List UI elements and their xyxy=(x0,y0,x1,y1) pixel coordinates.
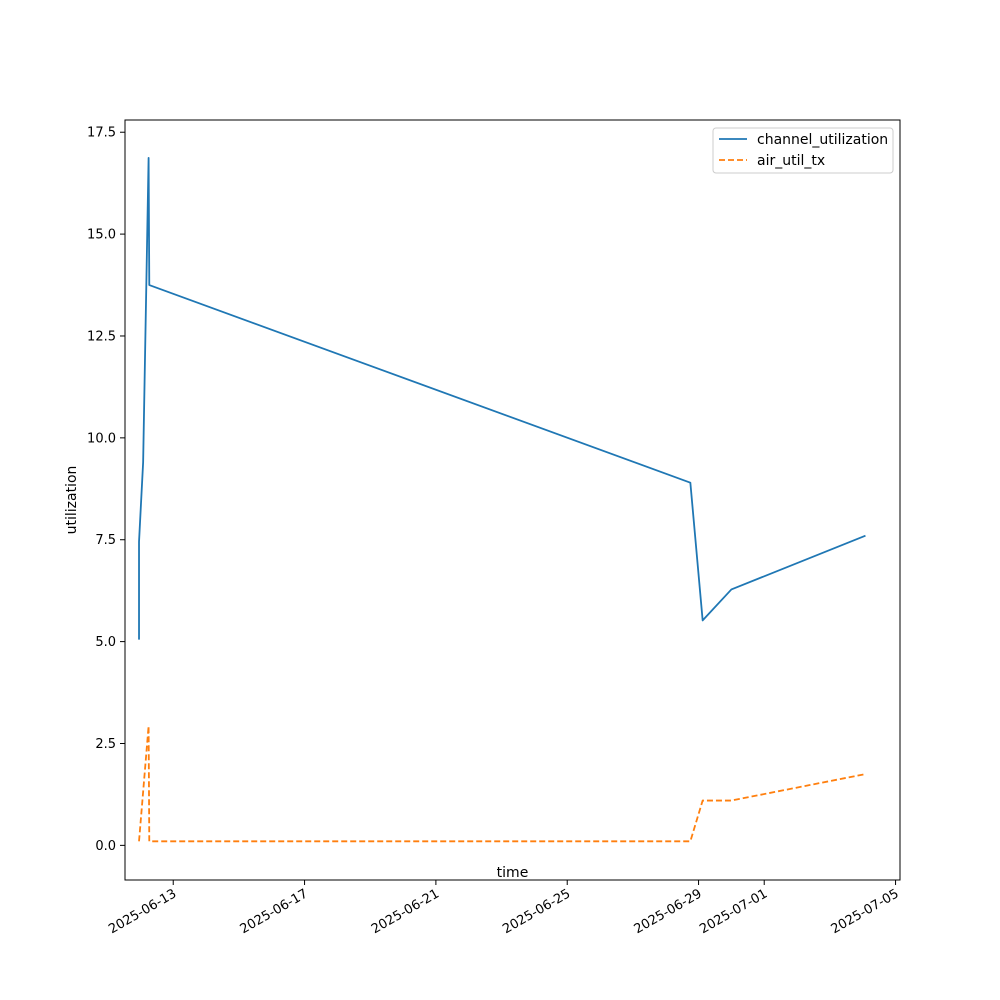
y-tick-label: 0.0 xyxy=(95,839,116,854)
x-axis-label: time xyxy=(497,865,529,881)
y-tick-label: 17.5 xyxy=(87,126,116,141)
y-axis-label: utilization xyxy=(64,466,80,535)
legend-box xyxy=(712,127,894,174)
y-tick-label: 12.5 xyxy=(87,329,116,344)
y-axis-ticks: 0.0 2.5 5.0 7.5 10.0 12.5 15.0 17.5 xyxy=(87,126,125,854)
series-layer xyxy=(138,156,866,843)
y-tick-label: 5.0 xyxy=(95,635,116,650)
y-tick-label: 7.5 xyxy=(95,533,116,548)
y-tick-label: 15.0 xyxy=(87,228,116,243)
legend-label-channel-utilization: channel_utilization xyxy=(757,132,888,148)
plot-frame xyxy=(124,119,901,881)
series-line-channel-utilization xyxy=(138,156,866,640)
y-tick-label: 2.5 xyxy=(95,737,116,752)
legend-label-air-util-tx: air_util_tx xyxy=(757,153,825,169)
legend: channel_utilization air_util_tx xyxy=(712,127,894,174)
y-tick-label: 10.0 xyxy=(87,431,116,446)
